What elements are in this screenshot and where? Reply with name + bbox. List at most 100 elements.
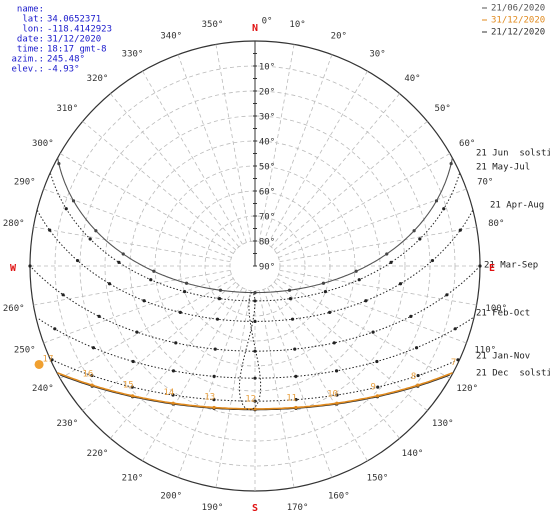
hour-dot	[212, 405, 216, 410]
hour-dot	[288, 297, 293, 301]
azimuth-label: 320°	[87, 74, 109, 84]
hour-dot	[182, 290, 187, 294]
hour-dot	[328, 310, 332, 314]
hour-dot	[430, 258, 435, 263]
hour-dot	[97, 314, 101, 319]
hour-dot	[212, 374, 216, 378]
hour-dot	[90, 373, 94, 378]
hour-dot	[418, 237, 422, 241]
hour-dot	[90, 383, 94, 387]
hour-dot	[50, 358, 54, 362]
azimuth-label: 70°	[477, 178, 493, 188]
hour-dot	[117, 260, 121, 264]
azimuth-label: 340°	[160, 31, 182, 41]
hour-dot	[48, 228, 52, 232]
azimuth-label: 100°	[485, 304, 507, 314]
sun-path-month	[51, 359, 459, 402]
compass-south: S	[252, 503, 258, 514]
hour-dot	[135, 330, 139, 334]
elevation-label: 10°	[259, 63, 275, 73]
info-label: lon:	[22, 25, 44, 35]
azimuth-label: 60°	[459, 139, 475, 149]
azimuth-label: 210°	[122, 474, 144, 484]
info-value: 34.0652371	[47, 15, 101, 25]
elevation-label: 20°	[259, 88, 275, 98]
legend-entry: 31/12/2020	[491, 16, 545, 26]
azimuth-label: 190°	[202, 503, 224, 513]
azimuth-label: 130°	[432, 419, 454, 429]
hour-dot	[364, 299, 368, 303]
azimuth-spoke	[215, 290, 252, 488]
hour-dot	[416, 373, 420, 378]
info-label: azim.:	[11, 55, 44, 65]
hour-dot	[375, 359, 379, 364]
azimuth-label: 150°	[367, 474, 389, 484]
hour-dot	[64, 207, 68, 211]
hour-dot	[71, 199, 76, 203]
hour-dot	[174, 341, 178, 345]
hour-label: 17	[43, 354, 54, 364]
elevation-label: 60°	[259, 188, 275, 198]
azimuth-spoke	[263, 289, 333, 478]
azimuth-label: 240°	[32, 384, 54, 394]
elevation-label: 90°	[259, 263, 275, 273]
curve-label: 21 Apr-Aug	[490, 201, 544, 211]
hour-dot	[287, 288, 292, 292]
azimuth-spoke	[33, 226, 231, 263]
hour-dot	[130, 394, 135, 398]
hour-dot	[213, 347, 217, 351]
legend: 21/06/2020 31/12/2020 21/12/2020	[482, 4, 545, 38]
hour-dot	[389, 260, 393, 264]
azimuth-spoke	[279, 226, 477, 263]
elevation-label: 80°	[259, 238, 275, 248]
info-value: 31/12/2020	[47, 35, 101, 45]
hour-dot	[61, 293, 65, 297]
curve-label: 21 Feb-Oct	[476, 309, 530, 319]
hour-dot	[75, 258, 80, 263]
hour-dot	[121, 252, 125, 256]
compass-west: W	[10, 263, 17, 274]
curve-label: 21 Jan-Nov	[476, 352, 530, 362]
info-label: lat:	[22, 15, 44, 25]
hour-dot	[294, 374, 298, 378]
sun-path-month	[50, 173, 460, 302]
hour-dot	[409, 314, 413, 319]
hour-label: 14	[163, 388, 174, 398]
azimuth-spoke	[177, 289, 247, 478]
hour-dot	[131, 359, 135, 364]
elevation-label: 50°	[259, 163, 275, 173]
azimuth-spoke	[142, 70, 243, 245]
hour-dot	[354, 269, 358, 273]
hour-dot	[456, 358, 460, 362]
azimuth-label: 0°	[262, 17, 273, 27]
hour-dot	[290, 317, 295, 321]
hour-dot	[212, 398, 216, 402]
info-label: elev.:	[11, 65, 44, 75]
hour-label: 13	[204, 393, 215, 403]
hour-dot	[53, 327, 57, 331]
azimuth-spoke	[43, 274, 232, 344]
hour-label: 16	[82, 369, 93, 379]
hour-label: 7	[451, 358, 456, 368]
curve-label: 21 May-Jul	[476, 163, 530, 173]
hour-dot	[107, 282, 112, 286]
hour-dot	[442, 207, 446, 211]
hour-dot	[184, 281, 189, 285]
info-value: -4.93°	[47, 65, 80, 75]
azimuth-label: 110°	[474, 345, 496, 355]
hour-dot	[416, 383, 420, 387]
compass-north: N	[252, 23, 258, 34]
info-value: 245.48°	[47, 55, 85, 65]
sun-paths	[28, 158, 482, 412]
azimuth-spoke	[177, 54, 247, 243]
azimuth-spoke	[276, 278, 451, 379]
hour-dot	[253, 399, 257, 403]
azimuth-spoke	[267, 287, 368, 462]
azimuth-spoke	[263, 54, 333, 243]
curve-label: 21 Dec solstice	[476, 369, 550, 379]
azimuth-label: 160°	[328, 492, 350, 502]
hour-dot	[453, 327, 457, 331]
